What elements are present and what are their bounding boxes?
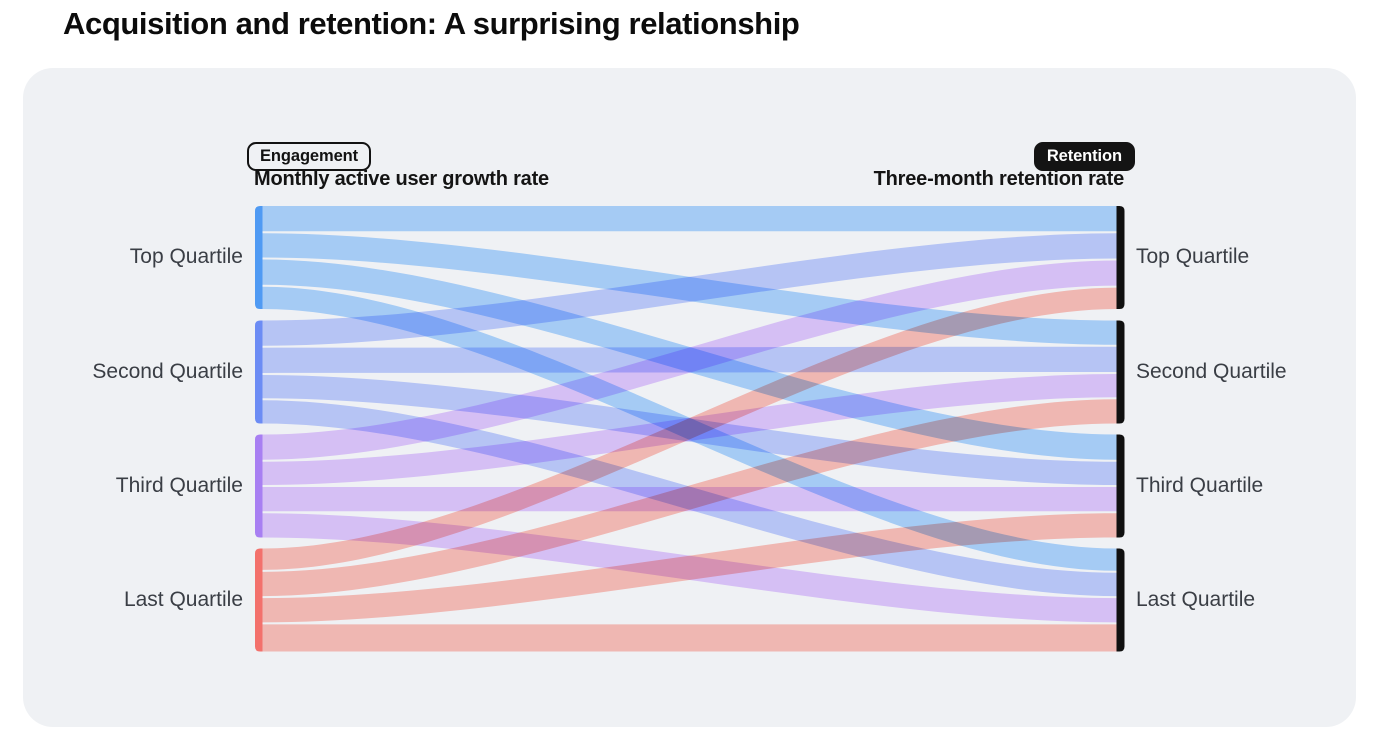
left-node-bar <box>255 434 263 538</box>
right-node-label-second: Second Quartile <box>1136 360 1287 383</box>
sankey-chart <box>255 206 1125 652</box>
right-node-label-top: Top Quartile <box>1136 245 1250 268</box>
retention-badge: Retention <box>1033 142 1135 171</box>
left-node-label-top: Top Quartile <box>129 245 243 268</box>
sankey-flow <box>262 260 1117 460</box>
left-node-bar <box>255 206 263 309</box>
left-node-bar <box>255 320 263 424</box>
left-node-bar <box>255 548 263 652</box>
chart-card: Engagement Monthly active user growth ra… <box>23 68 1356 727</box>
sankey-flow <box>262 206 1117 232</box>
page-title: Acquisition and retention: A surprising … <box>63 6 800 41</box>
right-node-bar <box>1116 206 1125 309</box>
engagement-subtitle: Monthly active user growth rate <box>254 168 549 190</box>
right-node-bar <box>1116 320 1125 424</box>
sankey-flow <box>262 513 1117 623</box>
sankey-flow <box>262 287 1117 570</box>
left-node-label-last: Last Quartile <box>123 588 243 611</box>
right-node-bar <box>1116 548 1125 652</box>
retention-subtitle: Three-month retention rate <box>873 168 1125 190</box>
right-node-label-third: Third Quartile <box>1136 474 1264 497</box>
sankey-flow <box>262 233 1117 346</box>
left-node-label-third: Third Quartile <box>115 474 243 497</box>
left-node-label-second: Second Quartile <box>92 360 243 383</box>
sankey-flow <box>262 624 1117 652</box>
sankey-flow <box>262 399 1117 597</box>
right-node-bar <box>1116 434 1125 538</box>
right-node-label-last: Last Quartile <box>1136 588 1256 611</box>
engagement-badge: Engagement <box>247 142 372 171</box>
